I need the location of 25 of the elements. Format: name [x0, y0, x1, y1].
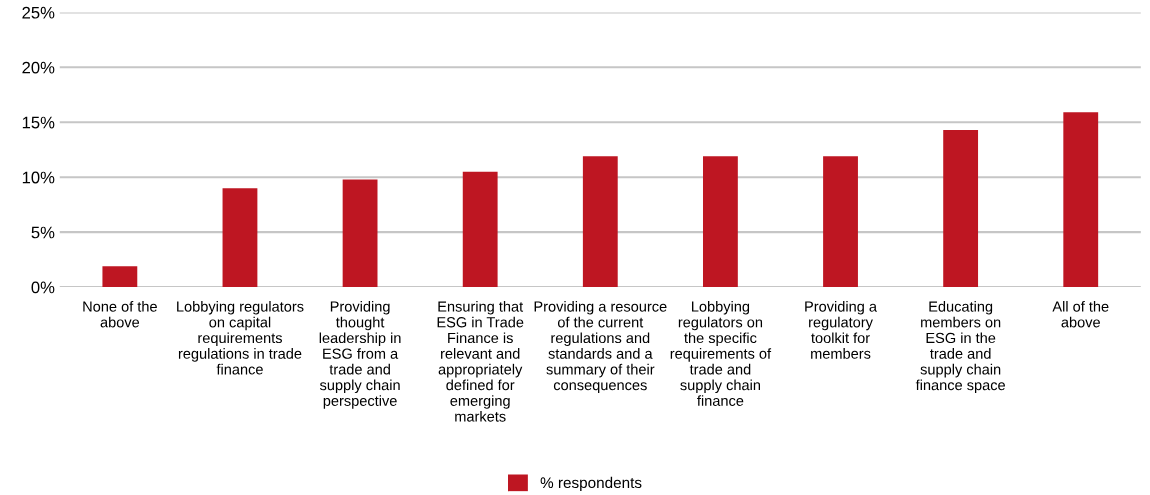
bar: [823, 156, 858, 288]
y-tick-label: 15%: [22, 116, 55, 129]
x-tick-label: Lobbying regulators on the specific requirements of trade and supply chain finance: [670, 300, 772, 406]
bar: [462, 171, 498, 288]
y-tick-label: 0%: [31, 281, 55, 294]
bar: [1063, 112, 1099, 288]
bar: [582, 156, 618, 288]
x-tick-label: Providing a resource of the current regulations and standards and a summary of their consequences: [534, 300, 667, 394]
x-tick-label: Lobbying regulators on capital requirements regulations in trade finance: [177, 300, 304, 375]
y-tick-label: 25%: [22, 6, 55, 19]
bar: [222, 188, 258, 288]
bar: [102, 266, 138, 288]
x-tick-label: Providing a regulatory toolkit for members: [805, 300, 877, 359]
y-tick-label: 10%: [22, 171, 55, 184]
legend-label: % respondents: [540, 476, 642, 492]
x-tick-label: Ensuring that ESG in Trade Finance is relevant and appropriately defined for emerging markets: [437, 300, 524, 422]
y-tick-label: 20%: [22, 61, 55, 74]
bar: [703, 156, 738, 288]
x-tick-label: Providing thought leadership in ESG from a trade and supply chain perspective: [319, 300, 401, 409]
x-tick-label: Educating members on ESG in the trade and supply chain finance space: [915, 300, 1005, 394]
x-tick-label: All of the above: [1052, 300, 1109, 328]
y-tick-label: 5%: [31, 226, 55, 239]
bar: [943, 129, 979, 288]
bar: [342, 179, 378, 288]
x-tick-label: None of the above: [83, 300, 157, 328]
